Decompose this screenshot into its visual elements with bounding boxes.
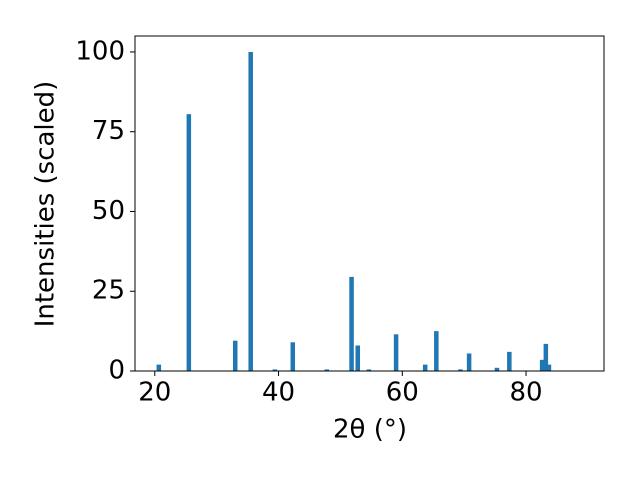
bar (349, 276, 354, 371)
bar (434, 331, 439, 371)
bar (355, 345, 360, 371)
bar (156, 364, 162, 371)
bar (366, 369, 372, 371)
bar (232, 340, 238, 371)
bar (186, 114, 192, 372)
bar (290, 342, 296, 371)
y-tick-label: 75 (92, 116, 125, 146)
bar (272, 369, 278, 371)
x-tick-label: 60 (386, 378, 419, 408)
y-tick-label: 0 (108, 356, 125, 386)
bar (324, 369, 330, 371)
plot-frame (134, 35, 605, 372)
bar (539, 359, 545, 371)
bar (546, 364, 552, 371)
x-tick-label: 40 (262, 378, 295, 408)
x-axis-label: 2θ (°) (333, 415, 407, 445)
bar (494, 367, 500, 371)
bar (507, 351, 512, 371)
bar (422, 364, 428, 371)
bar (543, 343, 549, 371)
x-tick-label: 20 (138, 378, 171, 408)
bar (466, 353, 472, 371)
y-tick-label: 100 (75, 36, 125, 66)
bar (393, 334, 399, 371)
y-axis-label: Intensities (scaled) (31, 81, 61, 328)
y-tick-label: 50 (92, 196, 125, 226)
bar (248, 51, 253, 371)
x-tick-label: 80 (509, 378, 542, 408)
y-tick-label: 25 (92, 276, 125, 306)
bar (458, 369, 463, 371)
